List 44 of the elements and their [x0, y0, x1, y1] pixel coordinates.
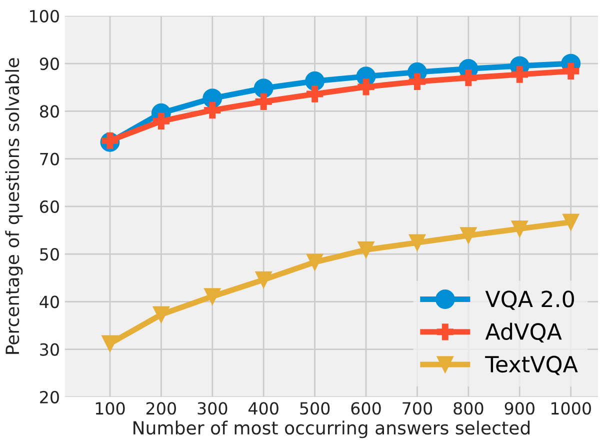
- point: [306, 254, 324, 270]
- legend-label: AdVQA: [485, 322, 562, 343]
- point: [152, 112, 170, 130]
- point: [511, 220, 528, 238]
- x-tick-label: 900: [504, 402, 534, 415]
- y-axis-title: Percentage of questions solvable: [5, 58, 23, 354]
- x-tick-label: 700: [402, 402, 432, 415]
- point: [460, 69, 477, 86]
- point: [562, 214, 580, 230]
- y-tick-label: 50: [40, 248, 59, 261]
- point: [254, 78, 274, 98]
- y-tick-label: 60: [40, 200, 59, 213]
- point: [408, 234, 426, 251]
- x-axis-title: Number of most occurring answers selected: [134, 420, 530, 438]
- y-tick-label: 90: [40, 58, 59, 70]
- y-tick-label: 100: [30, 10, 59, 22]
- point: [204, 288, 221, 305]
- x-tick-label: 800: [454, 402, 484, 415]
- point: [562, 62, 580, 80]
- x-tick-label: 500: [300, 402, 330, 415]
- point: [408, 73, 426, 90]
- point: [511, 66, 528, 83]
- x-tick-label: 400: [248, 402, 278, 415]
- legend-label: VQA 2.0: [485, 290, 574, 310]
- y-tick-label: 20: [40, 390, 59, 404]
- point: [358, 78, 374, 96]
- x-tick-label: 1000: [551, 402, 591, 415]
- x-tick-label: 600: [351, 402, 381, 415]
- point: [152, 306, 170, 323]
- x-tick-label: 300: [198, 402, 228, 415]
- y-tick-label: 80: [40, 105, 59, 118]
- point: [306, 86, 324, 102]
- x-tick-label: 200: [146, 402, 176, 415]
- point: [255, 93, 272, 110]
- point: [460, 227, 477, 244]
- legend-label: TextVQA: [485, 356, 578, 376]
- point: [358, 241, 374, 258]
- y-tick-label: 40: [40, 296, 59, 308]
- x-tick-label: 100: [96, 402, 125, 415]
- point: [255, 271, 272, 288]
- point: [204, 102, 221, 119]
- point: [102, 335, 118, 352]
- y-tick-label: 70: [40, 152, 59, 166]
- y-tick-label: 30: [40, 343, 59, 356]
